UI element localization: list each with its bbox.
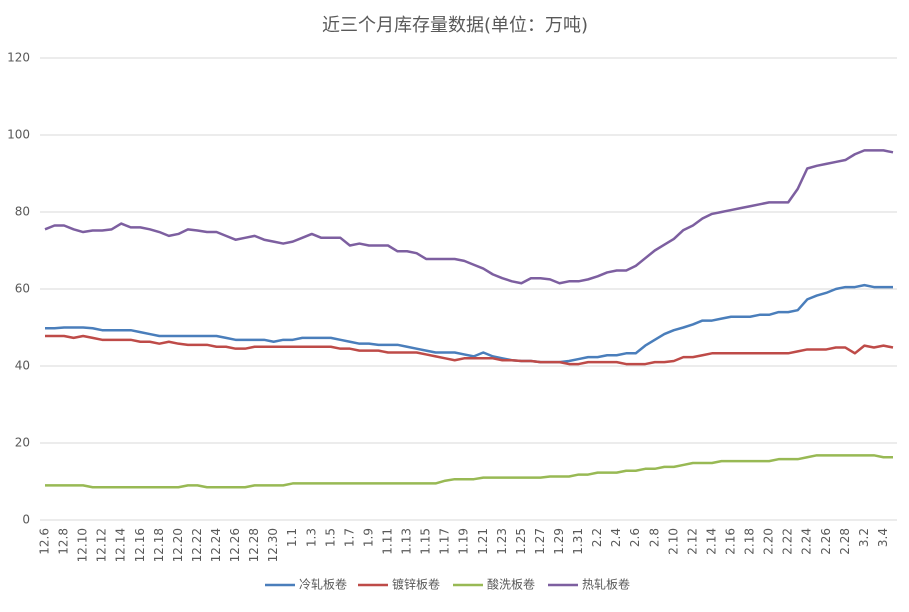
x-tick-label: 3.4	[876, 528, 890, 547]
x-tick-label: 12.14	[114, 528, 128, 562]
legend-label: 冷轧板卷	[299, 577, 347, 592]
y-tick-label: 120	[7, 51, 30, 65]
x-tick-label: 2.6	[628, 528, 642, 547]
x-tick-label: 12.16	[133, 528, 147, 562]
x-tick-label: 12.24	[209, 528, 223, 562]
x-tick-label: 12.30	[266, 528, 280, 562]
y-tick-label: 20	[15, 436, 30, 450]
legend-label: 镀锌板卷	[392, 577, 440, 592]
y-tick-label: 40	[15, 359, 30, 373]
x-tick-label: 2.8	[647, 528, 661, 547]
x-tick-label: 1.13	[400, 528, 414, 555]
y-tick-label: 100	[7, 128, 30, 142]
x-tick-label: 12.26	[228, 528, 242, 562]
x-tick-label: 1.15	[419, 528, 433, 555]
x-tick-label: 2.2	[590, 528, 604, 547]
x-tick-label: 12.18	[152, 528, 166, 562]
x-tick-label: 1.1	[285, 528, 299, 547]
x-tick-label: 1.19	[457, 528, 471, 555]
x-tick-label: 1.11	[381, 528, 395, 555]
x-tick-label: 2.16	[724, 528, 738, 555]
legend-label: 热轧板卷	[582, 577, 630, 592]
line	[45, 454, 893, 489]
x-tick-label: 1.17	[438, 528, 452, 555]
y-tick-label: 0	[22, 513, 30, 527]
legend-label: 酸洗板卷	[487, 577, 535, 592]
x-tick-label: 1.5	[323, 528, 337, 547]
x-tick-label: 2.4	[609, 528, 623, 547]
x-tick-label: 2.14	[704, 528, 718, 555]
x-tick-label: 2.20	[762, 528, 776, 555]
x-tick-label: 1.25	[514, 528, 528, 555]
x-tick-label: 3.2	[857, 528, 871, 547]
y-tick-label: 60	[15, 282, 30, 296]
line	[45, 334, 894, 366]
y-tick-label: 80	[15, 205, 30, 219]
x-tick-label: 12.20	[171, 528, 185, 562]
x-tick-label: 2.12	[685, 528, 699, 555]
line	[44, 149, 894, 285]
x-tick-label: 1.29	[552, 528, 566, 555]
chart-title: 近三个月库存量数据(单位：万吨)	[322, 15, 588, 36]
x-tick-label: 2.22	[781, 528, 795, 555]
x-tick-label: 1.27	[533, 528, 547, 555]
x-tick-label: 12.10	[76, 528, 90, 562]
x-tick-label: 2.24	[800, 528, 814, 555]
x-tick-label: 1.7	[342, 528, 356, 547]
x-tick-label: 1.23	[495, 528, 509, 555]
x-tick-label: 2.26	[819, 528, 833, 555]
x-tick-label: 12.8	[57, 528, 71, 555]
x-tick-label: 12.28	[247, 528, 261, 562]
x-tick-label: 12.12	[95, 528, 109, 562]
x-tick-label: 1.31	[571, 528, 585, 555]
x-tick-label: 2.10	[666, 528, 680, 555]
x-tick-label: 1.21	[476, 528, 490, 555]
x-tick-label: 1.3	[304, 528, 318, 547]
x-tick-label: 1.9	[361, 528, 375, 547]
x-tick-label: 2.28	[838, 528, 852, 555]
x-tick-label: 12.22	[190, 528, 204, 562]
x-tick-label: 12.6	[38, 528, 52, 555]
line	[45, 283, 893, 364]
x-tick-label: 2.18	[743, 528, 757, 555]
